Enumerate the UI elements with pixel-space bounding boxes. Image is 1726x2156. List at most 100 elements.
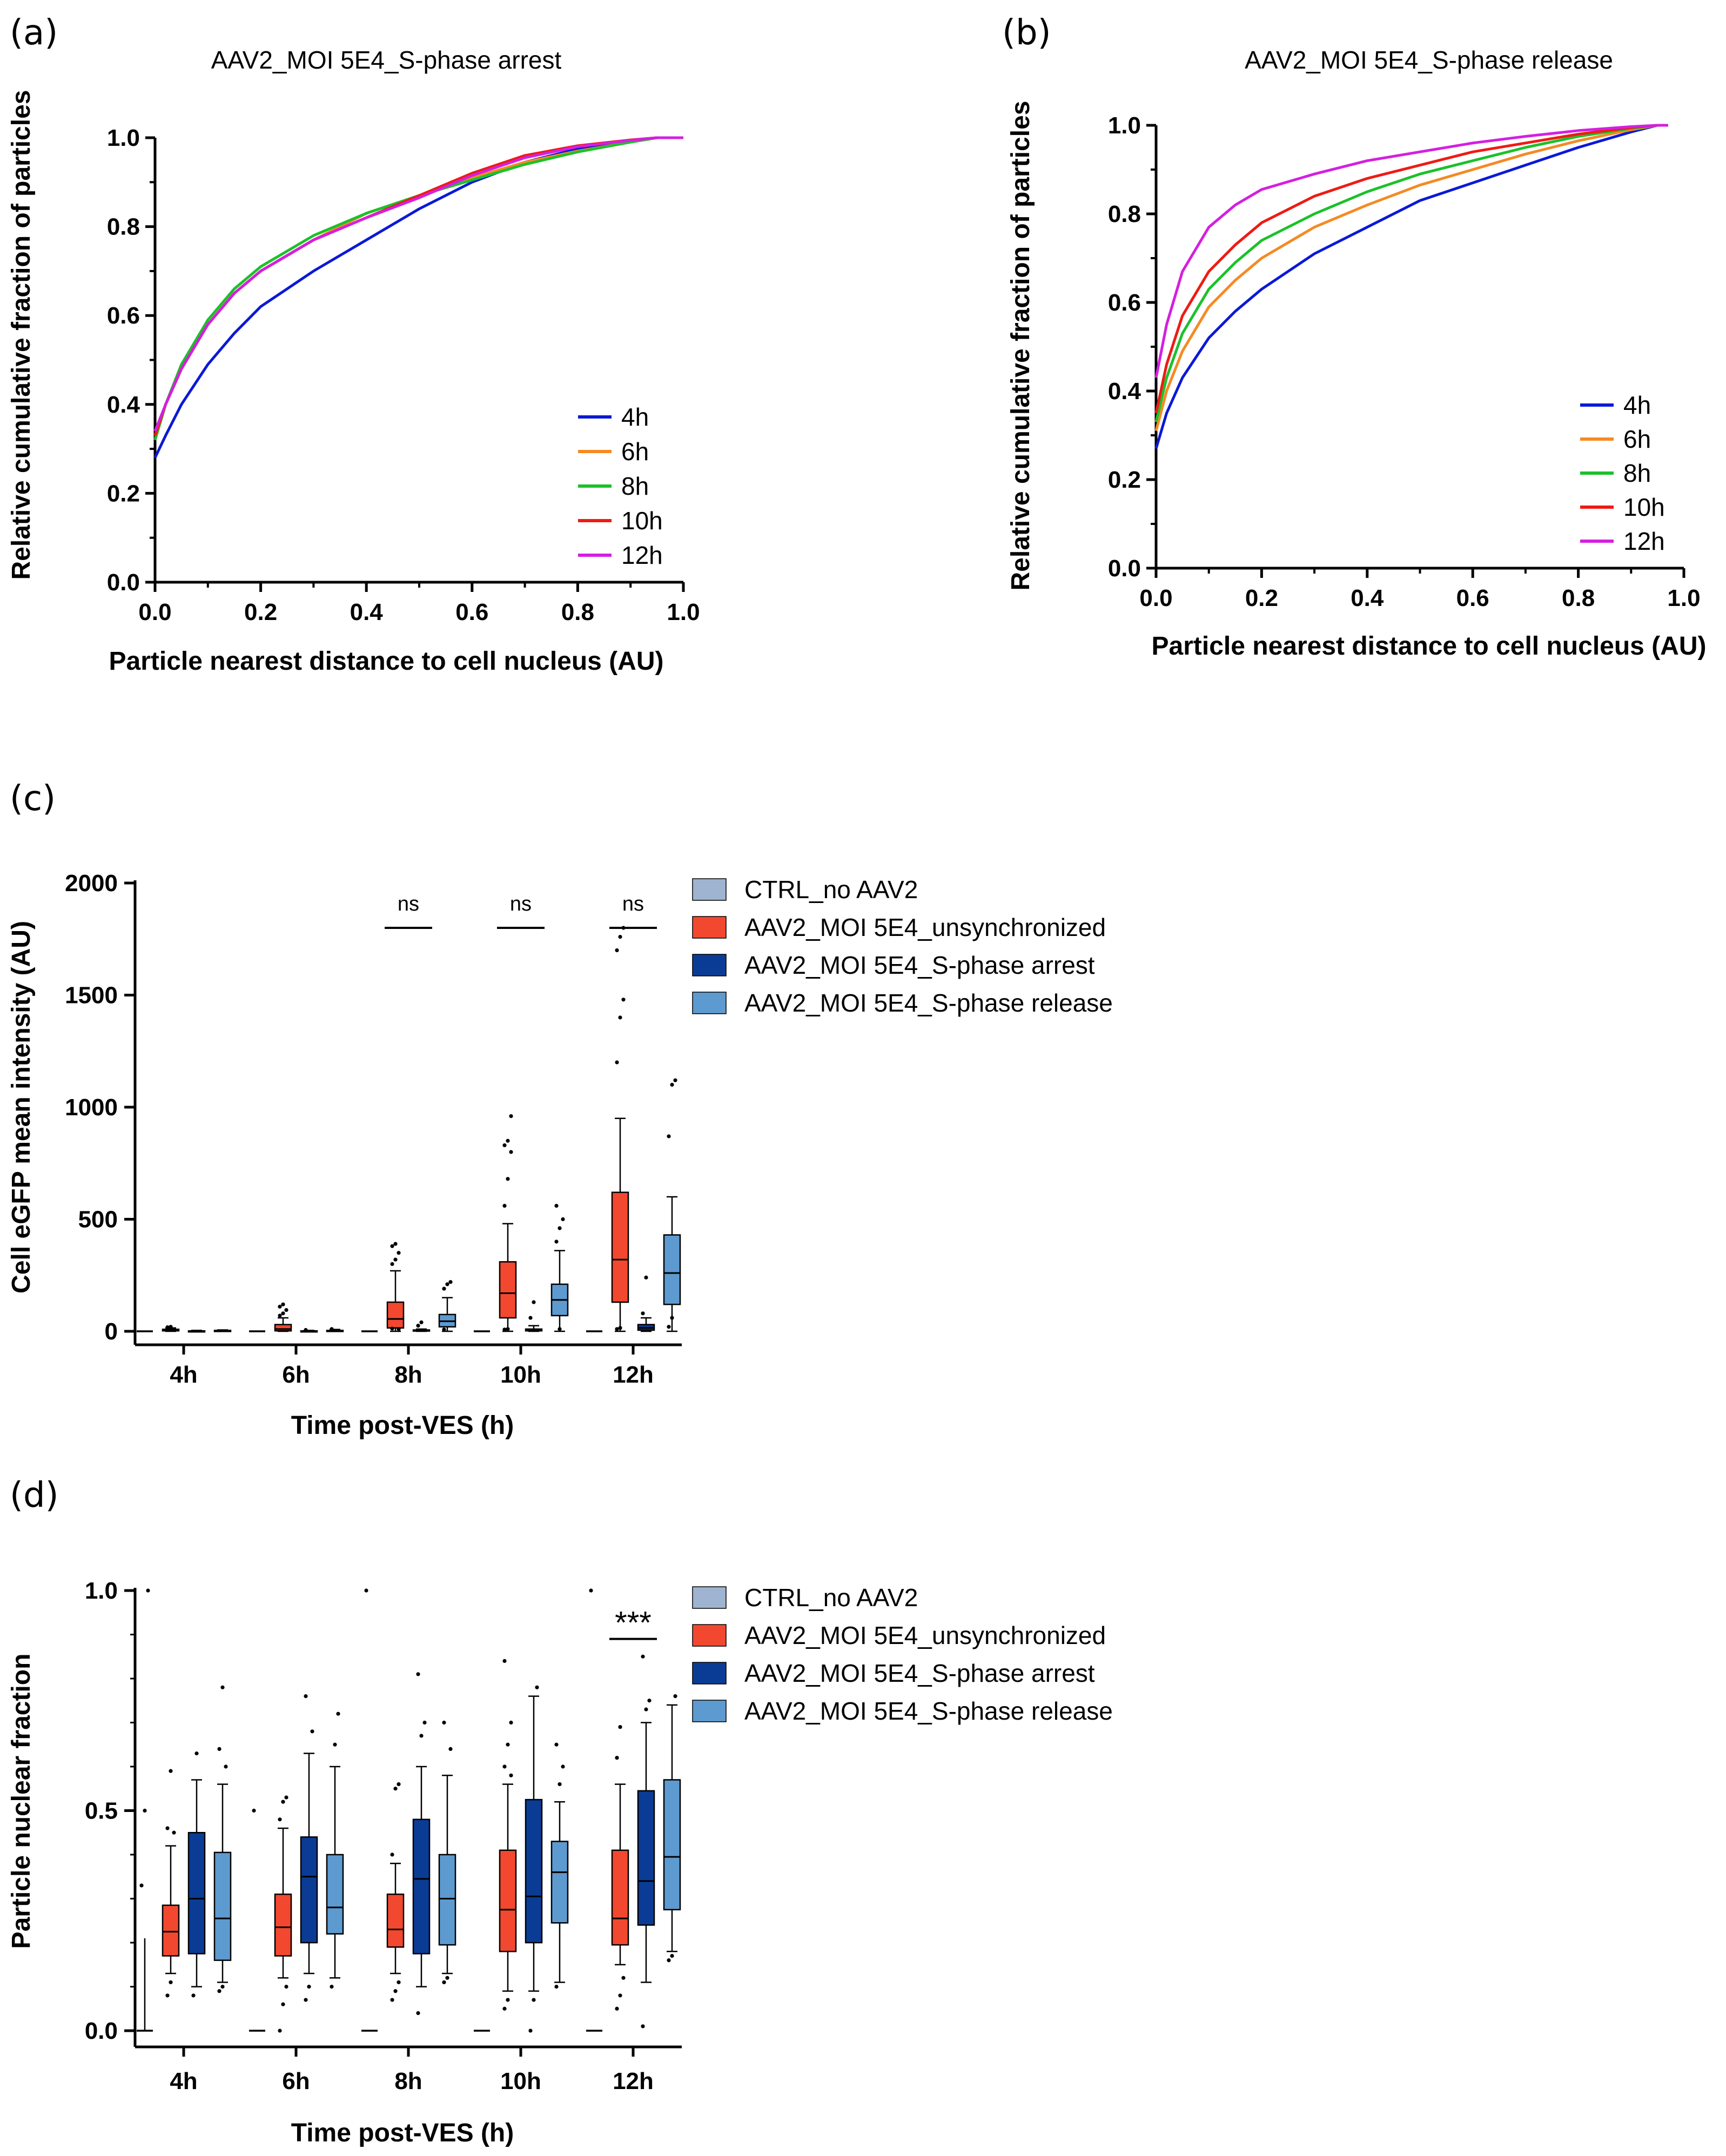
outlier-point [393, 1257, 398, 1262]
outlier-point [310, 1729, 314, 1734]
x-tick-label: 8h [394, 1362, 422, 1388]
legend-label: AAV2_MOI 5E4_S-phase arrest [744, 951, 1095, 979]
x-tick-label: 0.8 [1562, 585, 1595, 611]
outlier-point [615, 1327, 619, 1331]
outlier-point [419, 1320, 424, 1324]
x-tick-label: 6h [282, 1362, 310, 1388]
box-AAV2_MOI 5E4_S-phase release [438, 1854, 456, 1946]
y-tick-label: 1000 [65, 1094, 118, 1121]
outlier-point [397, 1782, 401, 1787]
y-tick-label: 0.6 [107, 302, 140, 329]
series-line-12h [153, 136, 683, 432]
x-tick-label: 0.6 [1456, 585, 1489, 611]
outlier-point [502, 2006, 507, 2011]
panel-c-y-axis-label: Cell eGFP mean intensity (AU) [7, 921, 36, 1293]
legend-swatch [692, 1586, 727, 1609]
outlier-point [558, 1327, 562, 1331]
legend-swatch [692, 954, 727, 976]
outlier-point [224, 1764, 228, 1769]
panel-b-title: AAV2_MOI 5E4_S-phase release [1245, 46, 1613, 74]
outlier-point [217, 1747, 221, 1751]
box-AAV2_MOI 5E4_S-phase release [326, 1854, 344, 1935]
legend-swatch [692, 878, 727, 901]
series-line-4h [1154, 124, 1668, 449]
outlier-point [558, 1226, 562, 1230]
outlier-point [535, 1685, 539, 1689]
series-line-8h [1154, 124, 1668, 422]
outlier-point [397, 1980, 401, 1984]
y-tick-label: 500 [78, 1207, 118, 1233]
outlier-point [165, 1325, 170, 1330]
outlier-point [304, 1328, 308, 1332]
significance-label: ns [510, 893, 532, 915]
panel-d-box-plot: Time post-VES (h) Particle nuclear fract… [7, 1578, 1113, 2147]
x-tick-label: 0.8 [561, 599, 594, 625]
x-tick-label: 4h [170, 1362, 197, 1388]
outlier-point [502, 1328, 507, 1332]
outlier-point [644, 1707, 648, 1712]
box-AAV2_MOI 5E4_unsynchronized [499, 1849, 517, 1952]
series-line-6h [1154, 124, 1668, 432]
series-line-4h [153, 136, 683, 459]
y-tick-label: 1.0 [1108, 112, 1141, 139]
outlier-point [281, 1311, 285, 1316]
box-AAV2_MOI 5E4_S-phase arrest [187, 1832, 206, 1955]
y-tick-label: 0.0 [85, 2018, 118, 2044]
panel-a-letter: (a) [10, 13, 58, 53]
x-tick-label: 10h [500, 2068, 541, 2094]
x-tick-label: 0.2 [244, 599, 277, 625]
outlier-point [506, 1177, 510, 1181]
series-line-10h [1154, 124, 1668, 414]
outlier-point [393, 1989, 398, 1993]
outlier-point [667, 1958, 671, 1963]
box-AAV2_MOI 5E4_unsynchronized [162, 1904, 180, 1957]
outlier-point [615, 1756, 619, 1760]
outlier-point [397, 1327, 401, 1331]
outlier-point [502, 1143, 507, 1148]
legend-label: 10h [1623, 493, 1665, 521]
outlier-point [554, 1239, 559, 1244]
legend-label: AAV2_MOI 5E4_S-phase release [744, 1697, 1113, 1725]
outlier-point [416, 1324, 420, 1328]
legend-swatch [692, 1624, 727, 1647]
panel-c-box-plot: Time post-VES (h) Cell eGFP mean intensi… [7, 870, 1113, 1440]
panel-a-title: AAV2_MOI 5E4_S-phase arrest [211, 46, 562, 74]
x-tick-label: 4h [170, 2068, 197, 2094]
box-AAV2_MOI 5E4_unsynchronized [611, 1191, 629, 1303]
x-tick-label: 0.2 [1245, 585, 1278, 611]
y-tick-label: 1.0 [107, 125, 140, 151]
outlier-point [506, 1742, 510, 1747]
outlier-point [554, 1742, 559, 1747]
outlier-point [416, 2011, 420, 2015]
outlier-point [169, 1769, 173, 1773]
panel-b-y-axis-label: Relative cumulative fraction of particle… [1006, 101, 1035, 591]
box-AAV2_MOI 5E4_S-phase release [663, 1234, 681, 1305]
outlier-point [191, 1993, 196, 1998]
outlier-point [390, 1998, 394, 2002]
panel-a-x-axis-label: Particle nearest distance to cell nucleu… [109, 647, 663, 676]
outlier-point [278, 1313, 282, 1318]
outlier-point [618, 1015, 622, 1020]
series-line-12h [1154, 124, 1668, 378]
legend-label: 6h [1623, 425, 1651, 453]
y-tick-label: 2000 [65, 870, 118, 897]
x-tick-label: 0.0 [1139, 585, 1172, 611]
significance-label: *** [615, 1606, 652, 1641]
outlier-point [281, 1302, 285, 1306]
outlier-point [644, 1275, 648, 1279]
outlier-point [554, 1984, 559, 1989]
outlier-point [390, 1852, 394, 1857]
outlier-point [502, 1204, 507, 1208]
outlier-point [422, 1720, 427, 1725]
legend-label: 12h [621, 541, 663, 569]
outlier-point [284, 1795, 288, 1800]
legend-label: 10h [621, 507, 663, 535]
outlier-point [558, 1782, 562, 1787]
legend-swatch [692, 992, 727, 1014]
panel-a-y-axis-label: Relative cumulative fraction of particle… [7, 90, 36, 580]
outlier-point [509, 1150, 513, 1154]
box-AAV2_MOI 5E4_S-phase release [663, 1779, 681, 1911]
legend-swatch [692, 1662, 727, 1685]
outlier-point [528, 1316, 533, 1320]
outlier-point [307, 1984, 311, 1989]
